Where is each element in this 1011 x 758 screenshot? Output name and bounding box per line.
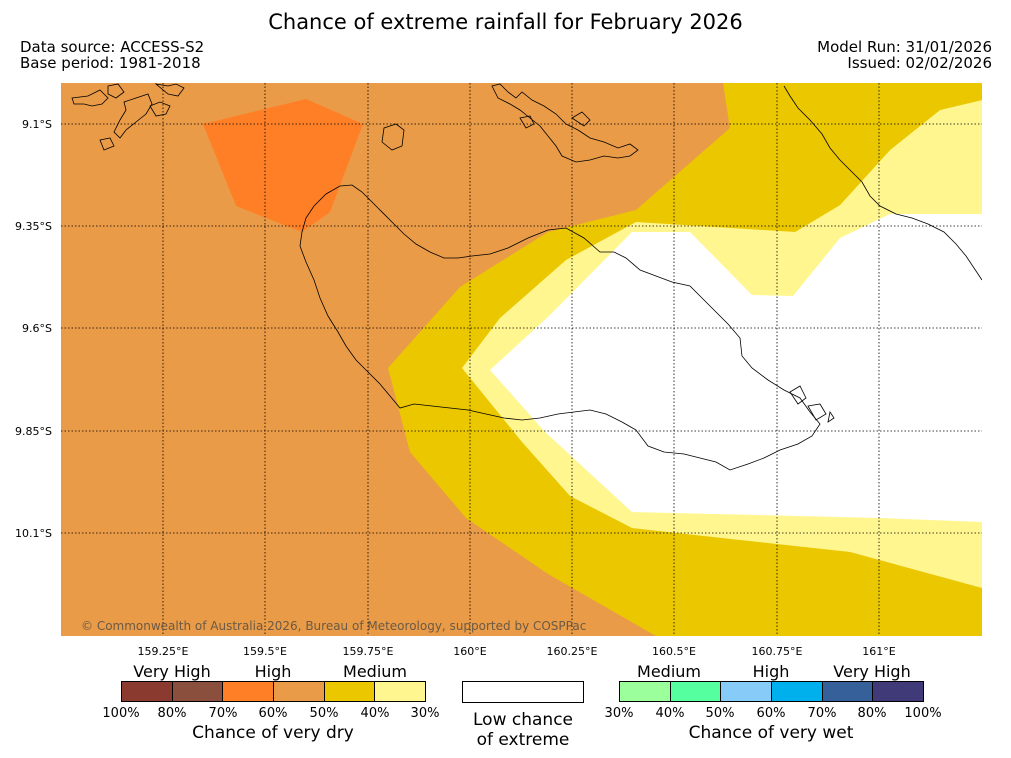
wet-swatch	[670, 682, 722, 701]
russell-islands-coastline	[71, 83, 185, 151]
wet-swatch	[772, 682, 823, 701]
wet-tick-label: 40%	[655, 706, 685, 721]
latitude-label: 9.1°S	[22, 118, 52, 131]
longitude-label: 160.25°E	[546, 645, 598, 658]
wet-swatch	[620, 682, 671, 701]
longitude-label: 159.25°E	[137, 645, 189, 658]
dry-swatch	[274, 682, 325, 701]
dry-swatch	[223, 682, 275, 701]
rainfall-map[interactable]	[61, 83, 982, 636]
dry-category-label: High	[254, 662, 292, 681]
wet-category-label: Very High	[833, 662, 911, 681]
dry-swatch	[375, 682, 426, 701]
wet-swatch	[721, 682, 773, 701]
high-dry-region	[203, 99, 363, 232]
dry-tick-label: 30%	[410, 706, 440, 721]
wet-tick-label: 30%	[604, 706, 634, 721]
issued-text: Issued: 02/02/2026	[847, 54, 992, 72]
wet-category-label: High	[752, 662, 790, 681]
longitude-label: 161°E	[862, 645, 896, 658]
wet-swatch	[822, 682, 874, 701]
map-title: Chance of extreme rainfall for February …	[268, 10, 743, 34]
latitude-label: 10.1°S	[15, 527, 52, 540]
dry-swatch	[122, 682, 173, 701]
coastlines	[71, 83, 982, 471]
dry-tick-label: 40%	[360, 706, 390, 721]
model-run-text: Model Run: 31/01/2026	[817, 38, 992, 56]
wet-colorbar	[619, 681, 924, 702]
wet-tick-label: 100%	[904, 706, 942, 721]
longitude-label: 160.75°E	[751, 645, 803, 658]
latitude-label: 9.85°S	[15, 425, 52, 438]
low-chance-label: Low chance of extreme	[462, 710, 584, 750]
low-chance-region	[490, 214, 982, 522]
dry-category-label: Medium	[343, 662, 407, 681]
low-chance-line1: Low chance	[473, 710, 573, 730]
wet-tick-label: 80%	[857, 706, 887, 721]
medium-dry-strip	[770, 83, 982, 232]
dry-swatch	[324, 682, 376, 701]
wet-category-label: Medium	[637, 662, 701, 681]
longitude-label: 160.5°E	[652, 645, 696, 658]
ngella-small-islands-coastline	[789, 385, 835, 423]
low-chance-swatch	[462, 681, 584, 703]
dry-tick-label: 50%	[309, 706, 339, 721]
base-period-text: Base period: 1981-2018	[20, 54, 201, 72]
wet-swatch	[873, 682, 924, 701]
longitude-label: 159.75°E	[342, 645, 394, 658]
florida-islands-coastline	[491, 83, 639, 163]
graticule	[61, 83, 982, 636]
data-source-text: Data source: ACCESS-S2	[20, 38, 205, 56]
dry-legend-title: Chance of very dry	[192, 723, 354, 743]
dry-tick-label: 60%	[258, 706, 288, 721]
savo-island-coastline	[381, 123, 405, 151]
guadalcanal-coastline	[299, 184, 821, 471]
latitude-label: 9.35°S	[15, 220, 52, 233]
dry-tick-label: 70%	[208, 706, 238, 721]
longitude-label: 160°E	[453, 645, 487, 658]
low-chance-line2: of extreme	[476, 730, 570, 750]
dry-tick-label: 100%	[102, 706, 140, 721]
wet-tick-label: 70%	[807, 706, 837, 721]
metadata-right: Model Run: 31/01/2026 Issued: 02/02/2026	[817, 39, 992, 71]
malaita-coastline	[783, 85, 982, 281]
copyright-notice: © Commonwealth of Australia 2026, Bureau…	[81, 619, 587, 633]
wet-tick-label: 50%	[705, 706, 735, 721]
longitude-label: 159.5°E	[243, 645, 287, 658]
wet-legend-title: Chance of very wet	[688, 723, 854, 743]
dry-category-label: Very High	[133, 662, 211, 681]
dry-colorbar	[121, 681, 426, 702]
metadata-left: Data source: ACCESS-S2 Base period: 1981…	[20, 39, 204, 71]
wet-tick-label: 60%	[756, 706, 786, 721]
dry-tick-label: 80%	[157, 706, 187, 721]
latitude-label: 9.6°S	[22, 322, 52, 335]
dry-swatch	[172, 682, 224, 701]
